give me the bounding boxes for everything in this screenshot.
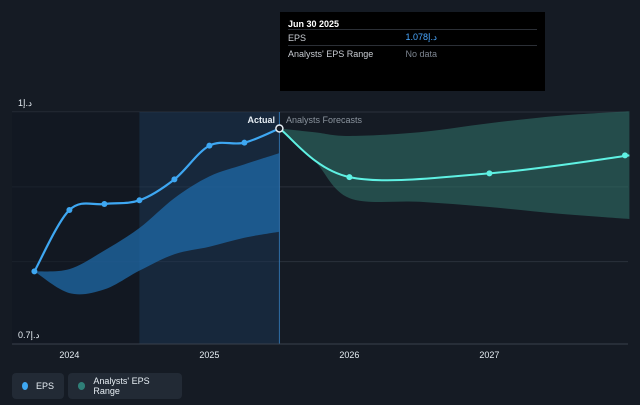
forecast-region-label: Analysts Forecasts [286, 115, 363, 125]
eps-point-5[interactable] [206, 142, 213, 149]
eps-point-3[interactable] [136, 197, 143, 204]
tooltip-range-value: No data [405, 48, 437, 59]
eps-point-4[interactable] [171, 176, 178, 183]
range-legend-dot-icon [78, 382, 86, 390]
forecast-point-3[interactable] [622, 152, 628, 159]
legend-range[interactable]: Analysts' EPS Range [68, 373, 182, 399]
legend-eps[interactable]: EPS [12, 373, 64, 399]
tooltip-eps-value: 1.078د.إ [405, 32, 437, 42]
actual-region-label: Actual [247, 115, 275, 125]
tooltip-eps-label: EPS [288, 32, 307, 43]
tooltip-date: Jun 30 2025 [288, 19, 340, 29]
forecast-series-line [278, 127, 630, 182]
y-axis-top-label: 1د.إ [18, 98, 32, 109]
eps-legend-dot-icon [22, 382, 28, 390]
forecast-point-2[interactable] [486, 170, 493, 177]
eps-point-1[interactable] [66, 207, 73, 214]
tooltip-eps-row: EPS 1.078د.إ [288, 29, 537, 45]
past-region [12, 112, 140, 344]
range-area-actual [34, 153, 280, 295]
tooltip-range-row: Analysts' EPS Range No data [288, 45, 537, 61]
x-tick-label-2: 2026 [339, 350, 359, 360]
gridlines [12, 111, 628, 344]
eps-point-2[interactable] [101, 201, 108, 208]
x-tick-label-3: 2027 [479, 350, 499, 360]
x-tick-label-1: 2025 [199, 350, 219, 360]
tooltip: Jun 30 2025 EPS 1.078د.إ Analysts' EPS R… [280, 12, 545, 91]
eps-point-7[interactable] [275, 124, 284, 133]
forecast-points [346, 152, 628, 181]
tooltip-range-label: Analysts' EPS Range [288, 48, 374, 59]
x-tick-label-0: 2024 [59, 350, 79, 360]
eps-point-6[interactable] [241, 139, 248, 146]
eps-point-0[interactable] [31, 268, 38, 275]
legend-eps-label: EPS [35, 381, 54, 391]
eps-points [31, 124, 284, 275]
x-axis-ticks: 2024 2025 2026 2027 [59, 350, 499, 360]
forecast-point-1[interactable] [346, 174, 353, 181]
range-area-forecast [279, 111, 630, 220]
legend-range-label: Analysts' EPS Range [93, 376, 150, 396]
y-axis-bottom-label: 0.7د.إ [18, 330, 40, 341]
